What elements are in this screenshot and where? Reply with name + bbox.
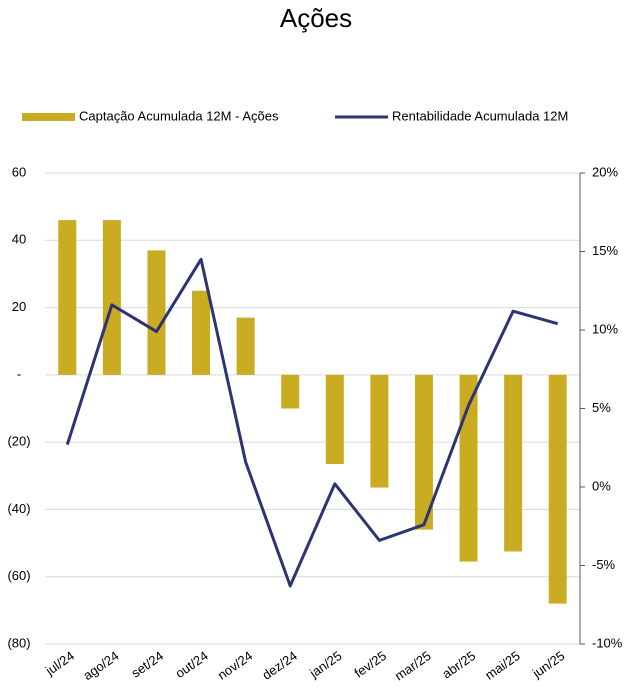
y2-tick-label: 15% xyxy=(592,243,618,258)
bar xyxy=(102,220,121,375)
y2-tick-label: 0% xyxy=(592,478,611,493)
legend-label: Captação Acumulada 12M - Ações xyxy=(79,108,279,123)
bar xyxy=(414,374,433,530)
x-tick-label: mar/25 xyxy=(392,648,434,683)
y2-tick-label: -10% xyxy=(592,635,623,650)
bar xyxy=(236,317,255,375)
y-tick-label: (60) xyxy=(7,568,30,583)
y2-tick-label: 20% xyxy=(592,164,618,179)
bar xyxy=(325,374,344,465)
x-tick-label: dez/24 xyxy=(259,648,300,683)
x-tick-label: fev/25 xyxy=(351,648,389,681)
bar xyxy=(192,290,211,375)
y2-tick-label: 5% xyxy=(592,400,611,415)
y-tick-label: 60 xyxy=(12,164,26,179)
chart-title: Ações xyxy=(280,3,352,33)
bar xyxy=(147,250,166,375)
bar xyxy=(281,374,300,409)
y2-tick-label: -5% xyxy=(592,557,616,572)
x-tick-label: jan/25 xyxy=(306,648,344,681)
y-tick-label: 20 xyxy=(12,299,26,314)
bar xyxy=(548,374,567,604)
x-tick-label: ago/24 xyxy=(80,648,121,683)
y-tick-label: (80) xyxy=(7,635,30,650)
y-tick-label: (40) xyxy=(7,501,30,516)
x-tick-label: nov/24 xyxy=(215,648,256,683)
line xyxy=(65,257,559,588)
x-tick-label: jul/24 xyxy=(42,648,77,679)
x-tick-label: abr/25 xyxy=(439,648,478,681)
y2-tick-label: 10% xyxy=(592,321,618,336)
y-tick-label: - xyxy=(17,366,21,381)
bar xyxy=(58,220,77,375)
legend-label: Rentabilidade Acumulada 12M xyxy=(392,108,568,123)
x-tick-label: set/24 xyxy=(129,648,167,681)
legend-swatch xyxy=(22,113,75,121)
y-tick-label: 40 xyxy=(12,232,26,247)
bar xyxy=(370,374,389,488)
x-tick-label: mai/25 xyxy=(482,648,523,683)
x-tick-label: out/24 xyxy=(173,648,211,681)
x-tick-label: jun/25 xyxy=(529,648,567,681)
bar xyxy=(504,374,523,552)
y-tick-label: (20) xyxy=(7,434,30,449)
